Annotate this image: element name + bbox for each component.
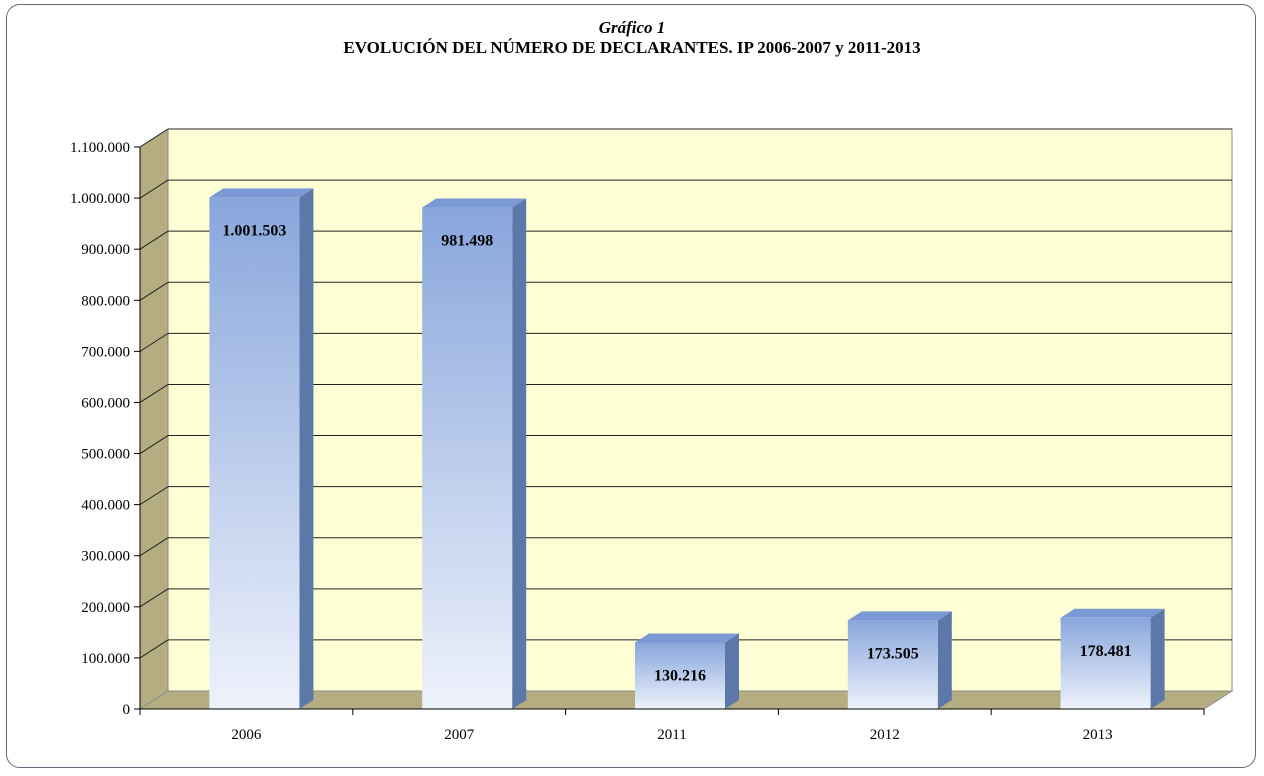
x-tick-label: 2011 <box>657 727 686 743</box>
gridline-side <box>139 486 169 506</box>
y-tick-label: 100.000 <box>81 651 130 667</box>
data-label: 1.001.503 <box>222 222 286 239</box>
gridline-side <box>139 332 169 352</box>
y-tick-label: 300.000 <box>81 549 130 565</box>
chart-title: EVOLUCIÓN DEL NÚMERO DE DECLARANTES. IP … <box>343 38 921 57</box>
data-label: 178.481 <box>1080 643 1132 660</box>
x-tick-label: 2007 <box>444 727 475 743</box>
plot-side-wall <box>139 128 169 710</box>
gridline-side <box>139 384 169 403</box>
y-tick-label: 1.100.000 <box>70 140 130 156</box>
bar-front <box>1060 617 1151 709</box>
bar-cap <box>847 611 952 621</box>
y-tick-label: 900.000 <box>81 242 130 258</box>
bar-cap <box>1060 608 1165 618</box>
data-label: 981.498 <box>441 233 493 250</box>
gridline-side <box>139 230 169 250</box>
y-tick-label: 800.000 <box>81 293 130 309</box>
gridline-side <box>139 128 169 148</box>
data-label: 130.216 <box>654 667 706 684</box>
y-tick-label: 600.000 <box>81 395 130 411</box>
y-tick-label: 0 <box>123 702 131 718</box>
y-tick-label: 700.000 <box>81 344 130 360</box>
data-label: 173.505 <box>867 645 919 662</box>
gridline-side <box>139 537 169 557</box>
bar-front <box>209 197 300 710</box>
bar-side <box>1150 608 1165 709</box>
bar-side <box>512 198 527 709</box>
y-tick-label: 500.000 <box>81 447 130 463</box>
x-tick-label: 2006 <box>231 727 262 743</box>
bar-2006: 1.001.503 <box>209 188 314 710</box>
gridline-side <box>139 179 169 199</box>
bar-2007: 981.498 <box>422 198 527 709</box>
chart-subtitle: Gráfico 1 <box>598 18 666 37</box>
bar-side <box>299 188 314 710</box>
chart-frame <box>6 4 1256 768</box>
gridline-side <box>139 435 169 454</box>
plot-back-wall <box>167 128 1233 692</box>
bar-2013: 178.481 <box>1060 608 1165 709</box>
bar-cap <box>209 188 314 198</box>
x-tick-label: 2012 <box>870 727 900 743</box>
bar-2012: 173.505 <box>847 611 952 709</box>
x-tick-label: 2013 <box>1083 727 1113 743</box>
gridline-side <box>139 639 169 659</box>
bar-front <box>847 620 938 709</box>
bar-cap <box>635 633 739 643</box>
bar-front <box>635 642 725 709</box>
y-tick-label: 1.000.000 <box>70 191 130 207</box>
bar-side <box>937 611 952 709</box>
y-tick-label: 200.000 <box>81 600 130 616</box>
y-tick-label: 400.000 <box>81 498 130 514</box>
gridline-side <box>139 588 169 608</box>
bar-side <box>725 633 739 709</box>
bar-cap <box>422 198 527 208</box>
bar-front <box>422 207 513 709</box>
bar-2011: 130.216 <box>635 633 739 709</box>
gridline-side <box>139 281 169 301</box>
